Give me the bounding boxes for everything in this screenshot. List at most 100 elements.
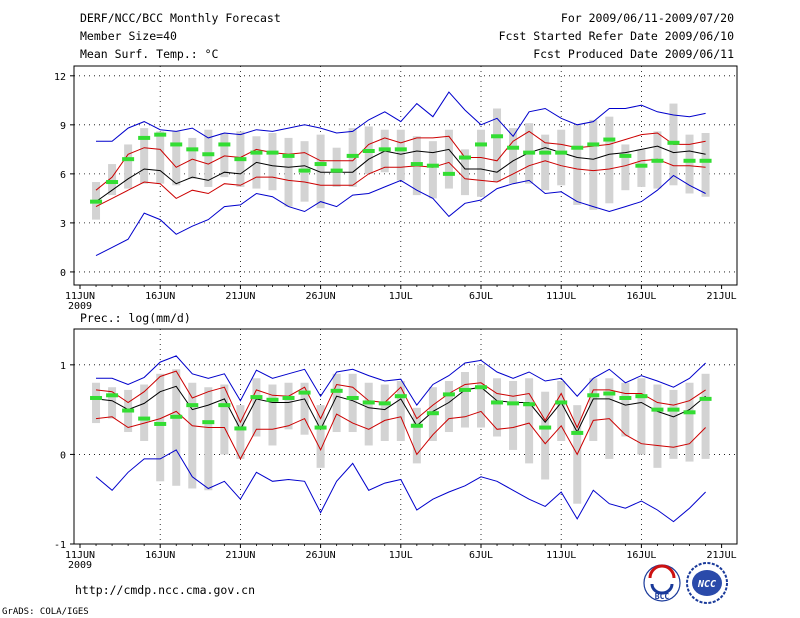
ensemble-box (701, 133, 710, 197)
ensemble-box (204, 387, 213, 491)
observed-marker (394, 394, 407, 399)
observed-marker (651, 407, 664, 412)
x-tick-label: 11JUL (546, 291, 576, 302)
ensemble-box (188, 382, 197, 489)
observed-marker (202, 420, 215, 425)
ensemble-box (444, 129, 453, 189)
plot-frame (73, 328, 738, 545)
ensemble-box (621, 382, 630, 437)
ensemble-box (220, 384, 229, 455)
ensemble-box (204, 129, 213, 187)
ensemble-box (653, 384, 662, 468)
ensemble-box (156, 373, 165, 482)
observed-marker (603, 391, 616, 396)
series-min-line (95, 174, 706, 257)
ensemble-box (332, 147, 341, 187)
observed-marker (619, 153, 632, 158)
observed-marker (635, 163, 648, 168)
x-tick-label: 16JUN (145, 550, 175, 561)
chart-title: DERF/NCC/BCC Monthly Forecast (80, 11, 281, 25)
observed-marker (458, 387, 471, 392)
ensemble-box (573, 124, 582, 205)
observed-marker (346, 395, 359, 400)
y-tick-label: -1 (54, 540, 66, 551)
ensemble-box (493, 378, 502, 437)
observed-marker (346, 153, 359, 158)
bcc-logo: BCC (643, 564, 681, 602)
x-tick-label: 11JUN (65, 291, 95, 302)
ensemble-box (332, 373, 341, 433)
observed-marker (507, 401, 520, 406)
observed-marker (266, 150, 279, 155)
observed-marker (683, 410, 696, 415)
ensemble-box (108, 164, 117, 196)
x-tick-label: 6JUL (469, 550, 493, 561)
series-upper-line (95, 370, 706, 429)
source-url[interactable]: http://cmdp.ncc.cma.gov.cn (75, 583, 255, 597)
ncc-logo-text: NCC (697, 579, 716, 590)
ensemble-box (428, 141, 437, 199)
ensemble-box (477, 364, 485, 428)
observed-marker (298, 390, 311, 395)
ensemble-box (444, 380, 453, 433)
ensemble-box (541, 391, 550, 480)
ensemble-box (220, 133, 229, 178)
x-tick-label: 21JUL (707, 550, 737, 561)
x-tick-label: 1JUL (389, 550, 413, 561)
ensemble-box (300, 382, 309, 435)
ensemble-box (605, 116, 614, 204)
series-min-line (95, 449, 706, 523)
observed-marker (106, 393, 119, 398)
ensemble-box (348, 373, 357, 433)
observed-marker (330, 168, 343, 173)
y-tick-label: 9 (60, 121, 66, 132)
x-tick-label: 11JUN (65, 550, 95, 561)
ensemble-box (412, 407, 421, 464)
ensemble-box (589, 378, 598, 441)
precip-panel-title: Prec.: log(mm/d) (80, 311, 191, 325)
observed-marker (90, 199, 103, 204)
observed-marker (154, 421, 167, 426)
observed-marker (491, 400, 504, 405)
forecast-period: For 2009/06/11-2009/07/20 (561, 11, 734, 25)
y-tick-label: 12 (54, 72, 66, 83)
started-date: Fcst Started Refer Date 2009/06/10 (499, 29, 734, 43)
observed-marker (555, 150, 568, 155)
ensemble-box (493, 108, 502, 183)
x-tick-label: 21JUL (707, 291, 737, 302)
year-label: 2009 (68, 301, 92, 312)
observed-marker (667, 140, 680, 145)
ensemble-box (284, 382, 293, 430)
observed-marker (426, 411, 439, 416)
observed-marker (330, 388, 343, 393)
observed-marker (475, 385, 487, 390)
x-tick-label: 16JUL (626, 550, 656, 561)
ensemble-box (380, 384, 389, 441)
observed-marker (378, 401, 391, 406)
ensemble-box (268, 133, 277, 191)
observed-marker (410, 162, 423, 167)
x-tick-label: 26JUN (306, 291, 336, 302)
x-tick-label: 1JUL (389, 291, 413, 302)
y-tick-label: 3 (60, 219, 66, 230)
observed-marker (539, 425, 552, 430)
observed-marker (234, 157, 247, 162)
observed-marker (266, 397, 279, 402)
observed-marker (250, 395, 263, 400)
observed-marker (154, 132, 167, 137)
ensemble-box (637, 149, 646, 187)
ensemble-box (509, 380, 518, 450)
ensemble-box (621, 144, 630, 191)
ensemble-box (140, 128, 149, 184)
observed-marker (186, 403, 199, 408)
series-mean-line (95, 385, 706, 434)
observed-marker (378, 147, 391, 152)
observed-marker (571, 145, 584, 150)
observed-marker (587, 393, 600, 398)
observed-marker (587, 142, 600, 147)
y-tick-label: 6 (60, 170, 66, 181)
ensemble-box (396, 380, 405, 441)
observed-marker (683, 158, 696, 163)
observed-marker (106, 180, 119, 185)
bcc-logo-text: BCC (655, 592, 670, 601)
